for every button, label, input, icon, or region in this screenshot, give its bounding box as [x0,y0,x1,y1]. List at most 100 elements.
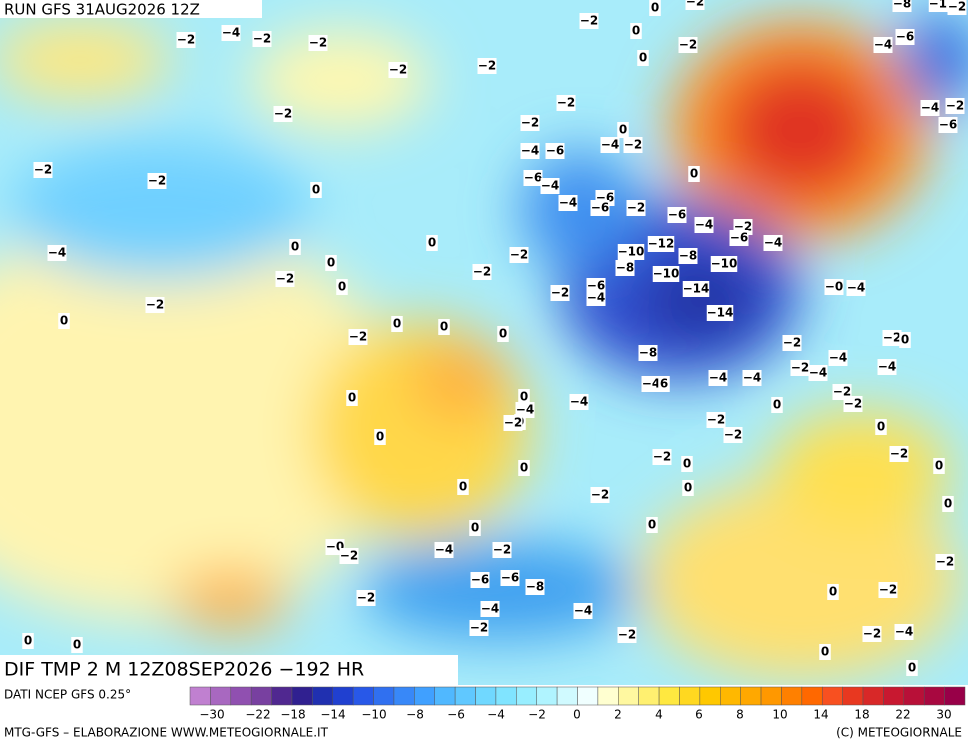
map-label: −10 [929,0,956,11]
map-label: −4 [48,246,66,260]
colorbar-swatch [720,686,741,706]
map-label-box [336,279,348,295]
colorbar-label: 30 [936,708,951,722]
map-label-box [782,335,802,351]
map-label: −6 [524,171,542,185]
colorbar-swatch [373,686,395,706]
map-label-box [325,255,337,271]
colorbar-swatch [801,686,823,706]
colorbar-swatch [454,686,476,706]
map-label: −4 [574,604,592,618]
colorbar-swatch [210,686,232,706]
map-label: −4 [809,366,827,380]
map-label: 0 [908,661,916,675]
map-label-box [843,396,863,412]
map-label: −2 [833,385,851,399]
map-label: −6 [471,573,489,587]
map-label: −4 [541,179,559,193]
colorbar-label: 8 [736,708,744,722]
map-label-box [708,370,728,386]
map-label-box [652,449,672,465]
map-label: 0 [327,256,335,270]
map-label-box [339,548,359,564]
map-label-box [617,627,637,643]
map-label: −4 [587,291,605,305]
colorbar-label: −6 [447,708,465,722]
map-label: −6 [896,30,914,44]
map-label: −4 [764,236,782,250]
map-label: −2 [146,298,164,312]
map-label-box [862,626,882,642]
colorbar-swatch [250,686,272,706]
map-label: −2 [679,38,697,52]
map-label: 0 [632,24,640,38]
map-label: −8 [616,261,634,275]
colorbar-swatch [536,686,558,706]
map-label: −2 [618,628,636,642]
map-label-box [895,29,915,45]
title-box [0,655,458,685]
map-label-box [875,419,887,435]
map-label: 0 [648,518,656,532]
map-label-box [808,365,828,381]
map-label-box [906,660,918,676]
map-label: −2 [580,14,598,28]
map-label: −6 [501,571,519,585]
map-label-box [945,98,965,114]
colorbar-swatch [944,686,966,706]
map-label-box [947,0,967,15]
colorbar-label: −18 [280,708,305,722]
map-label-box [824,279,844,295]
map-label: 0 [877,420,885,434]
map-label-box [434,542,454,558]
map-label-box [525,579,545,595]
source-label: DATI NCEP GFS 0.25° [4,688,131,702]
map-label-box [681,456,693,472]
map-label-box [586,290,606,306]
footer-right: (C) METEOGIORNALE [836,726,962,740]
map-label: 0 [619,123,627,137]
map-label: 0 [690,167,698,181]
map-label-box [426,235,438,251]
map-label-box [600,137,620,153]
map-label-box [771,397,783,413]
colorbar-swatch [597,686,619,706]
map-label: −4 [847,281,865,295]
map-label-box [790,360,810,376]
map-label-box [438,319,450,335]
map-label: −10 [618,245,645,259]
map-label: 0 [60,314,68,328]
map-label: −6 [591,201,609,215]
colorbar-label: 18 [854,708,869,722]
map-label: 0 [393,317,401,331]
map-label: −4 [570,395,588,409]
map-label: 0 [944,497,952,511]
map-label-box [147,173,167,189]
map-label-box [348,329,368,345]
map-label-box [374,429,386,445]
map-label: −6 [939,118,957,132]
map-label: −2 [879,583,897,597]
map-label: 0 [338,280,346,294]
map-label-box [558,195,578,211]
map-label: 0 [440,320,448,334]
colorbar-swatch [618,686,639,706]
map-label: −4 [521,144,539,158]
colorbar-swatch [862,686,884,706]
map-label-box [846,280,866,296]
map-label: −2 [276,272,294,286]
map-label-box [388,62,408,78]
map-label-box [556,95,576,111]
map-label-box [617,122,629,138]
map-label: −4 [435,543,453,557]
map-label-box [520,143,540,159]
map-label-box [221,25,241,41]
map-label: 0 [684,481,692,495]
map-label-box [391,316,403,332]
colorbar-label: −4 [487,708,505,722]
map-label: −2 [863,627,881,641]
map-label: −4 [559,196,577,210]
colorbar-label: −2 [528,708,546,722]
map-label: −2 [936,555,954,569]
map-label-box [828,350,848,366]
